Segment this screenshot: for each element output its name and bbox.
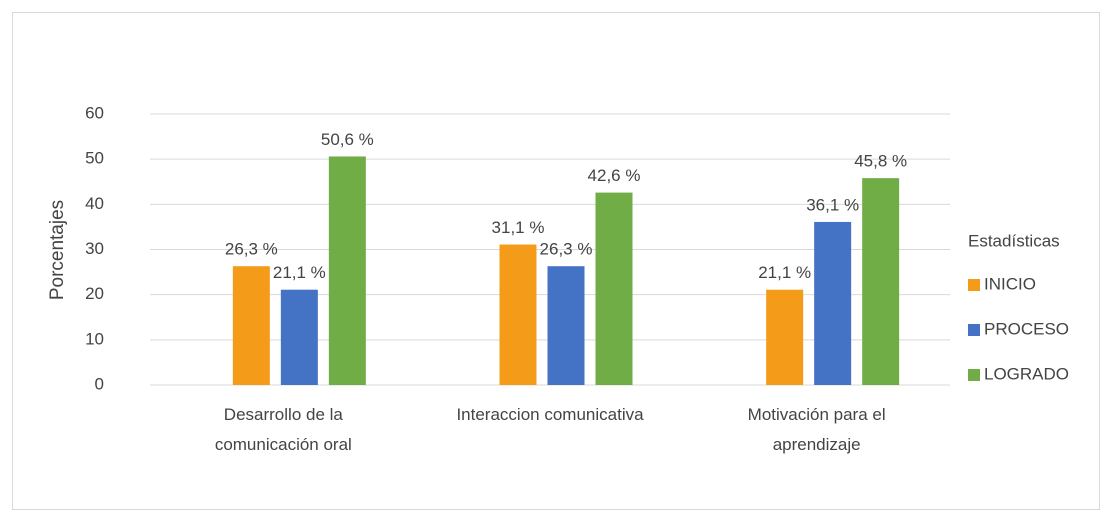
y-tick-label: 0	[95, 374, 104, 393]
legend-label: LOGRADO	[984, 364, 1069, 383]
bar	[232, 266, 270, 385]
legend-label: PROCESO	[984, 319, 1069, 338]
legend-label: INICIO	[984, 274, 1036, 293]
x-tick-label: Desarrollo de la comunicación oral	[215, 405, 352, 454]
value-label: 21,1 %	[273, 263, 326, 282]
y-tick-label: 10	[85, 329, 104, 348]
bar	[595, 192, 633, 385]
y-tick-label: 30	[85, 239, 104, 258]
y-tick-label: 20	[85, 284, 104, 303]
value-label: 26,3 %	[225, 240, 278, 259]
legend-swatch	[968, 324, 980, 336]
y-tick-label: 50	[85, 149, 104, 168]
y-axis-label: Porcentajes	[47, 200, 68, 300]
value-label: 36,1 %	[806, 195, 859, 214]
bar	[766, 289, 804, 385]
legend-swatch	[968, 279, 980, 291]
chart-frame	[12, 12, 1100, 510]
value-label: 26,3 %	[540, 240, 593, 259]
y-tick-label: 40	[85, 194, 104, 213]
bar	[280, 289, 318, 385]
bar	[814, 221, 852, 385]
bar	[328, 156, 366, 385]
bar	[862, 178, 900, 385]
x-tick-label: Interaccion comunicativa	[456, 405, 644, 424]
bar	[547, 266, 585, 385]
value-label: 31,1 %	[492, 218, 545, 237]
value-label: 50,6 %	[321, 130, 374, 149]
y-tick-label: 60	[85, 103, 104, 122]
value-label: 45,8 %	[854, 152, 907, 171]
legend-title: Estadísticas	[968, 231, 1060, 250]
value-label: 42,6 %	[588, 166, 641, 185]
legend-swatch	[968, 369, 980, 381]
bar	[499, 244, 537, 385]
x-tick-label: Motivación para el aprendizaje	[748, 405, 886, 454]
value-label: 21,1 %	[758, 263, 811, 282]
